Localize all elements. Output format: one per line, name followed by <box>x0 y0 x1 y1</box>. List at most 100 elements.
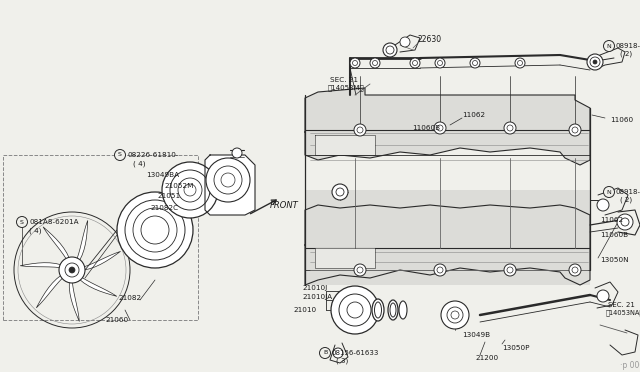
Polygon shape <box>77 221 88 261</box>
Circle shape <box>319 347 330 359</box>
Circle shape <box>115 150 125 160</box>
Ellipse shape <box>374 302 381 318</box>
FancyBboxPatch shape <box>305 190 590 285</box>
Text: N: N <box>607 44 611 48</box>
Text: 13050P: 13050P <box>502 345 529 351</box>
Circle shape <box>357 127 363 133</box>
Text: FRONT: FRONT <box>270 201 299 209</box>
Text: 〈14053NA〉: 〈14053NA〉 <box>606 310 640 316</box>
Text: ( 2): ( 2) <box>620 51 632 57</box>
Polygon shape <box>20 263 61 267</box>
Text: ·p 0000T: ·p 0000T <box>620 360 640 369</box>
Circle shape <box>590 57 600 67</box>
Circle shape <box>438 61 442 65</box>
Circle shape <box>350 58 360 68</box>
Circle shape <box>447 307 463 323</box>
Circle shape <box>178 178 202 202</box>
Polygon shape <box>305 88 590 165</box>
Text: B: B <box>323 350 327 356</box>
Circle shape <box>593 60 597 64</box>
Text: 11062: 11062 <box>600 217 623 223</box>
Text: 08918-3081A: 08918-3081A <box>616 189 640 195</box>
Text: 21082: 21082 <box>118 295 141 301</box>
Circle shape <box>515 58 525 68</box>
Circle shape <box>141 216 169 244</box>
Circle shape <box>65 263 79 277</box>
Text: 11062: 11062 <box>462 112 485 118</box>
Circle shape <box>336 188 344 196</box>
Circle shape <box>400 37 410 47</box>
Circle shape <box>357 267 363 273</box>
Ellipse shape <box>388 300 398 320</box>
Text: 21060: 21060 <box>105 317 128 323</box>
Circle shape <box>621 218 629 226</box>
Circle shape <box>587 54 603 70</box>
Circle shape <box>331 286 379 334</box>
Text: ( 2): ( 2) <box>620 197 632 203</box>
Circle shape <box>184 184 196 196</box>
Circle shape <box>472 61 477 65</box>
Circle shape <box>162 162 218 218</box>
Text: ( 4): ( 4) <box>133 161 145 167</box>
Circle shape <box>569 124 581 136</box>
Circle shape <box>69 267 75 273</box>
Polygon shape <box>36 275 63 308</box>
Ellipse shape <box>399 301 407 319</box>
Text: 21010: 21010 <box>293 307 316 313</box>
Circle shape <box>386 46 394 54</box>
Text: 08156-61633: 08156-61633 <box>332 350 380 356</box>
Text: ( 4): ( 4) <box>29 228 42 234</box>
Circle shape <box>125 200 185 260</box>
Polygon shape <box>69 282 79 321</box>
Text: 11060B: 11060B <box>412 125 440 131</box>
Circle shape <box>518 61 522 65</box>
Circle shape <box>353 61 358 65</box>
Ellipse shape <box>390 303 396 317</box>
Text: 21082C: 21082C <box>150 205 178 211</box>
Circle shape <box>437 267 443 273</box>
Polygon shape <box>79 277 117 296</box>
Text: 081A8-6201A: 081A8-6201A <box>29 219 79 225</box>
Circle shape <box>59 257 85 283</box>
Circle shape <box>504 264 516 276</box>
Text: 21010J: 21010J <box>302 285 327 291</box>
Circle shape <box>221 173 235 187</box>
Text: 21200: 21200 <box>475 355 498 361</box>
Text: 21052M: 21052M <box>164 183 193 189</box>
Circle shape <box>441 301 469 329</box>
Circle shape <box>339 294 371 326</box>
Text: 08226-61810-: 08226-61810- <box>127 152 179 158</box>
Circle shape <box>597 199 609 211</box>
Circle shape <box>617 214 633 230</box>
Polygon shape <box>315 135 375 155</box>
Text: 11060B: 11060B <box>600 232 628 238</box>
Circle shape <box>206 158 250 202</box>
Circle shape <box>569 264 581 276</box>
Polygon shape <box>305 205 590 285</box>
Circle shape <box>437 125 443 131</box>
Circle shape <box>507 267 513 273</box>
Text: S: S <box>118 153 122 157</box>
Text: SEC. 21: SEC. 21 <box>330 77 358 83</box>
Text: SEC. 21: SEC. 21 <box>608 302 635 308</box>
Text: 21051: 21051 <box>157 193 180 199</box>
Circle shape <box>354 124 366 136</box>
Text: 21010JA: 21010JA <box>302 294 332 300</box>
Circle shape <box>507 125 513 131</box>
Circle shape <box>504 122 516 134</box>
Circle shape <box>597 290 609 302</box>
Circle shape <box>354 264 366 276</box>
Circle shape <box>383 43 397 57</box>
Circle shape <box>604 186 614 198</box>
Circle shape <box>333 348 343 358</box>
Circle shape <box>572 127 578 133</box>
Ellipse shape <box>372 299 384 321</box>
Circle shape <box>17 217 28 228</box>
Circle shape <box>347 302 363 318</box>
Text: 08918-3081A: 08918-3081A <box>616 43 640 49</box>
Text: ( 3): ( 3) <box>336 358 348 364</box>
Circle shape <box>435 58 445 68</box>
Circle shape <box>410 58 420 68</box>
Circle shape <box>434 122 446 134</box>
Circle shape <box>604 41 614 51</box>
